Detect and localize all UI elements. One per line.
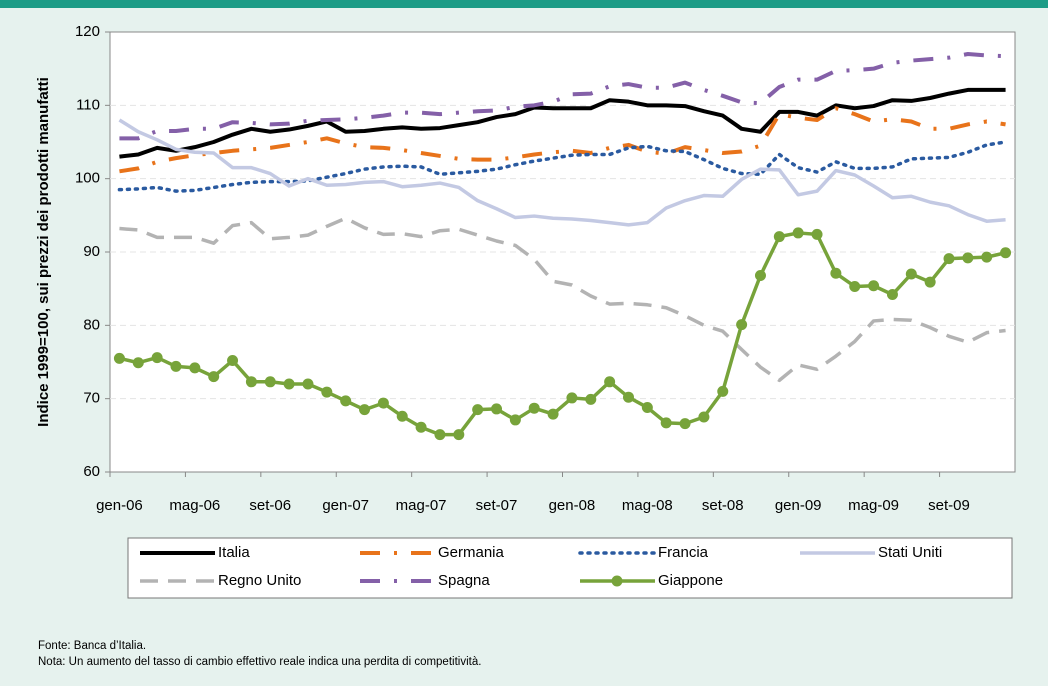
legend-label: Germania xyxy=(438,544,505,561)
point xyxy=(321,386,333,398)
x-tick-label: gen-06 xyxy=(96,497,143,514)
x-tick-label: mag-06 xyxy=(169,497,220,514)
y-tick-label: 70 xyxy=(83,390,100,407)
point xyxy=(679,418,691,430)
point xyxy=(773,231,785,243)
point xyxy=(491,403,503,415)
legend-label: Francia xyxy=(658,544,709,561)
point xyxy=(359,404,371,416)
point xyxy=(528,402,540,414)
point xyxy=(302,378,314,390)
x-tick-label: set-06 xyxy=(249,497,291,514)
series-line xyxy=(119,87,1006,159)
point xyxy=(132,357,144,369)
x-tick-label: set-08 xyxy=(702,497,744,514)
x-tick-label: mag-09 xyxy=(848,497,899,514)
series-line xyxy=(119,106,1006,174)
point xyxy=(943,253,955,265)
y-tick-label: 80 xyxy=(83,316,100,333)
point xyxy=(151,352,163,364)
series-line xyxy=(117,140,1008,193)
source: Fonte: Banca d’Italia. xyxy=(38,640,147,652)
x-tick-label: mag-07 xyxy=(396,497,447,514)
note: Nota: Un aumento del tasso di cambio eff… xyxy=(38,656,482,668)
point xyxy=(849,280,861,292)
point xyxy=(415,421,427,433)
y-tick-label: 120 xyxy=(75,23,100,40)
series-line xyxy=(118,118,1006,227)
x-tick-label: gen-07 xyxy=(322,497,369,514)
legend-label: Giappone xyxy=(658,572,723,589)
point xyxy=(434,429,446,441)
point xyxy=(924,276,936,288)
point xyxy=(736,319,748,331)
point xyxy=(660,417,672,429)
y-tick-label: 90 xyxy=(83,243,100,260)
point xyxy=(472,404,484,416)
point xyxy=(1000,247,1012,259)
point xyxy=(264,376,276,388)
point xyxy=(981,251,993,263)
top-bar xyxy=(0,0,1048,8)
y-tick-label: 60 xyxy=(83,463,100,480)
point xyxy=(377,397,389,409)
point xyxy=(905,268,917,280)
point xyxy=(641,401,653,413)
point xyxy=(547,408,559,420)
point xyxy=(868,280,880,292)
legend-marker xyxy=(611,575,623,587)
point xyxy=(585,393,597,405)
point xyxy=(283,378,295,390)
legend-label: Spagna xyxy=(438,572,490,589)
point xyxy=(830,267,842,279)
point xyxy=(453,429,465,441)
point xyxy=(811,228,823,240)
chart: Indice 1999=100, sui prezzi dei prodotti… xyxy=(0,0,1048,599)
x-tick-label: gen-08 xyxy=(549,497,596,514)
point xyxy=(170,360,182,372)
y-tick-label: 110 xyxy=(76,96,100,113)
point xyxy=(113,352,125,364)
point xyxy=(698,411,710,423)
point xyxy=(227,355,239,367)
y-tick-label: 100 xyxy=(75,170,100,187)
point xyxy=(208,371,220,383)
point xyxy=(962,252,974,264)
x-tick-label: mag-08 xyxy=(622,497,673,514)
point xyxy=(396,410,408,422)
series-line xyxy=(119,216,1006,383)
x-tick-label: set-07 xyxy=(476,497,518,514)
point xyxy=(622,391,634,403)
legend xyxy=(127,537,1013,599)
point xyxy=(717,385,729,397)
point xyxy=(245,376,257,388)
point xyxy=(754,269,766,281)
x-tick-label: set-09 xyxy=(928,497,970,514)
point xyxy=(509,414,521,426)
point xyxy=(792,227,804,239)
y-axis-label: Indice 1999=100, sui prezzi dei prodotti… xyxy=(35,77,52,427)
point xyxy=(604,376,616,388)
x-tick-label: gen-09 xyxy=(775,497,822,514)
legend-label: Regno Unito xyxy=(218,572,301,589)
point xyxy=(886,289,898,301)
legend-label: Stati Uniti xyxy=(878,544,942,561)
point xyxy=(340,395,352,407)
point xyxy=(189,362,201,374)
legend-label: Italia xyxy=(218,544,250,561)
point xyxy=(566,392,578,404)
